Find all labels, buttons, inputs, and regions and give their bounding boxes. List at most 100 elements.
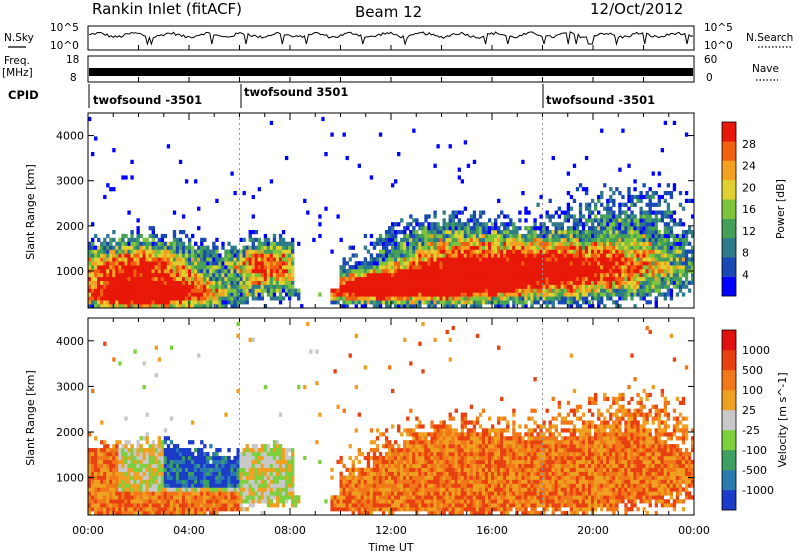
power-cell bbox=[269, 265, 274, 270]
power-cell bbox=[442, 276, 446, 281]
velocity-cell bbox=[151, 455, 155, 461]
power-cell bbox=[233, 300, 237, 305]
velocity-cell bbox=[103, 475, 107, 480]
power-cell bbox=[91, 288, 95, 293]
power-cell bbox=[366, 292, 371, 297]
power-cell bbox=[551, 233, 555, 239]
power-cell bbox=[151, 280, 155, 285]
power-cell bbox=[272, 284, 277, 289]
power-cell bbox=[209, 280, 213, 285]
velocity-cell bbox=[106, 451, 110, 457]
power-cell bbox=[172, 237, 177, 242]
power-cell bbox=[184, 280, 189, 285]
power-cell bbox=[487, 261, 492, 266]
velocity-cell bbox=[166, 487, 171, 492]
velocity-cell bbox=[127, 471, 131, 476]
power-cell bbox=[512, 222, 516, 227]
power-cell bbox=[618, 233, 622, 239]
power-colorbar-label: Power [dB] bbox=[774, 179, 787, 239]
velocity-cell bbox=[130, 499, 134, 504]
velocity-cell bbox=[239, 451, 243, 457]
velocity-cell bbox=[169, 499, 174, 504]
power-cell bbox=[91, 261, 95, 266]
power-colorbar-swatch bbox=[722, 180, 736, 200]
velocity-cell bbox=[239, 507, 243, 512]
power-cell bbox=[384, 257, 389, 262]
power-cell bbox=[506, 288, 510, 293]
power-cell bbox=[627, 187, 631, 192]
power-cell bbox=[578, 292, 583, 297]
power-cell bbox=[454, 269, 458, 274]
power-cell bbox=[597, 245, 601, 250]
power-cell bbox=[684, 249, 689, 254]
velocity-cell bbox=[257, 475, 262, 480]
power-cell bbox=[681, 261, 686, 266]
power-cell bbox=[381, 261, 386, 266]
power-cell bbox=[118, 237, 122, 242]
velocity-cell bbox=[227, 471, 231, 476]
power-cell bbox=[433, 292, 437, 297]
power-cell bbox=[566, 226, 571, 231]
velocity-cell bbox=[118, 499, 122, 504]
power-cell bbox=[403, 284, 407, 289]
power-cell bbox=[400, 245, 404, 250]
velocity-cell bbox=[239, 499, 243, 504]
power-cell bbox=[609, 198, 613, 203]
power-cell bbox=[248, 237, 252, 242]
power-cell bbox=[651, 191, 655, 196]
power-cell bbox=[506, 257, 510, 262]
power-cell bbox=[400, 241, 404, 246]
power-cell bbox=[160, 249, 165, 254]
power-cell bbox=[609, 269, 613, 274]
power-cell bbox=[609, 296, 613, 301]
power-cell bbox=[151, 304, 155, 309]
power-cell bbox=[139, 296, 143, 301]
power-cell bbox=[387, 237, 392, 242]
power-cell bbox=[227, 257, 231, 262]
velocity-cell bbox=[269, 499, 274, 504]
power-cell bbox=[136, 257, 140, 262]
power-cell bbox=[687, 265, 692, 270]
velocity-cell bbox=[215, 455, 219, 461]
velocity-cell bbox=[281, 487, 286, 492]
power-cell bbox=[236, 253, 240, 258]
power-cell bbox=[636, 265, 640, 270]
power-cell bbox=[112, 280, 116, 285]
velocity-cell bbox=[94, 499, 98, 504]
velocity-cell bbox=[91, 479, 95, 484]
power-cell bbox=[615, 237, 619, 242]
velocity-cell bbox=[227, 467, 231, 472]
power-cell bbox=[566, 249, 571, 254]
power-cell bbox=[503, 300, 507, 305]
power-cell bbox=[663, 226, 668, 231]
power-cell bbox=[172, 284, 177, 289]
velocity-cell bbox=[148, 503, 152, 508]
power-cell bbox=[660, 276, 664, 281]
velocity-cell bbox=[157, 451, 162, 457]
velocity-cell bbox=[184, 499, 189, 504]
power-cell bbox=[175, 253, 180, 258]
power-cell bbox=[384, 265, 389, 270]
power-cell bbox=[594, 202, 598, 207]
power-cell bbox=[690, 261, 695, 266]
power-cell bbox=[97, 253, 101, 258]
power-cell bbox=[357, 288, 361, 293]
power-cell bbox=[521, 253, 525, 258]
power-cell bbox=[127, 237, 131, 242]
velocity-cell bbox=[100, 511, 104, 516]
power-cell bbox=[669, 253, 674, 258]
velocity-cell bbox=[187, 475, 192, 480]
power-cell bbox=[88, 296, 92, 301]
velocity-cell bbox=[251, 463, 255, 469]
velocity-cell bbox=[260, 463, 265, 469]
power-cell bbox=[103, 292, 107, 297]
velocity-cell bbox=[194, 471, 198, 476]
power-cell bbox=[481, 222, 486, 227]
power-cell bbox=[624, 218, 628, 223]
velocity-cell bbox=[133, 471, 137, 476]
power-cell bbox=[472, 272, 477, 278]
power-cell bbox=[254, 237, 258, 242]
velocity-cell bbox=[251, 459, 255, 465]
power-cell bbox=[387, 304, 392, 309]
velocity-cell bbox=[281, 483, 286, 488]
